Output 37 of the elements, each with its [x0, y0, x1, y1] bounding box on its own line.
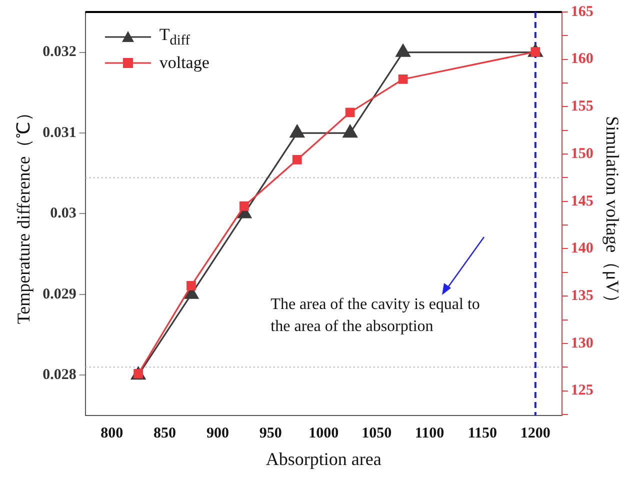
point: [186, 280, 196, 290]
y2-tick-label: 160: [570, 51, 594, 68]
x-tick-label: 900: [206, 425, 229, 442]
y-tick-label: 0.029: [42, 286, 76, 302]
x-tick-label: 1050: [362, 425, 392, 442]
x-tick-label: 850: [154, 425, 176, 442]
x-tick-label: 1200: [520, 425, 550, 442]
y2-tick-label: 145: [570, 193, 594, 210]
y-axis-title: Temperature difference（℃）: [14, 103, 34, 324]
x-axis-title: Absorption area: [266, 448, 382, 469]
point: [398, 74, 408, 84]
y2-tick-label: 155: [570, 98, 594, 115]
x-tick-label: 1150: [468, 425, 498, 442]
legend-label: voltage: [159, 53, 210, 73]
x-tick-label: 1000: [308, 425, 339, 442]
legend-label: T$_{diff}$: [159, 24, 190, 50]
point: [290, 124, 304, 138]
annotation: The area of the cavity is equal to the area of the absorption: [270, 295, 481, 338]
point: [345, 108, 355, 118]
y2-tick-label: 140: [570, 240, 594, 257]
y-tick-label: 0.03: [50, 206, 76, 222]
y2-tick-label: 165: [570, 4, 594, 20]
y-tick-label: 0.032: [42, 44, 76, 60]
point: [396, 44, 410, 57]
y-tick-label: 0.028: [42, 366, 76, 383]
y2-tick-label: 150: [570, 146, 594, 162]
point: [292, 155, 302, 164]
x-tick-label: 800: [100, 425, 124, 442]
y2-tick-label: 130: [570, 335, 594, 352]
y2-tick-label: 135: [570, 288, 594, 304]
x-tick-label: 950: [259, 425, 282, 442]
point: [240, 201, 249, 211]
point: [342, 124, 358, 138]
y2-axis-title: Simulation voltage（μV）: [602, 116, 622, 312]
y2-tick-label: 125: [570, 382, 594, 399]
y-tick-label: 0.031: [42, 124, 76, 141]
x-tick-label: 1100: [414, 425, 444, 442]
